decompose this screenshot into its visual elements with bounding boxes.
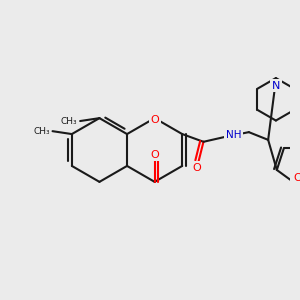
Text: O: O	[294, 173, 300, 184]
Text: CH₃: CH₃	[61, 116, 77, 125]
Text: N: N	[272, 81, 280, 91]
Text: O: O	[192, 163, 201, 173]
Text: O: O	[150, 150, 159, 160]
Text: O: O	[150, 115, 159, 125]
Text: CH₃: CH₃	[33, 127, 50, 136]
Text: NH: NH	[226, 130, 241, 140]
